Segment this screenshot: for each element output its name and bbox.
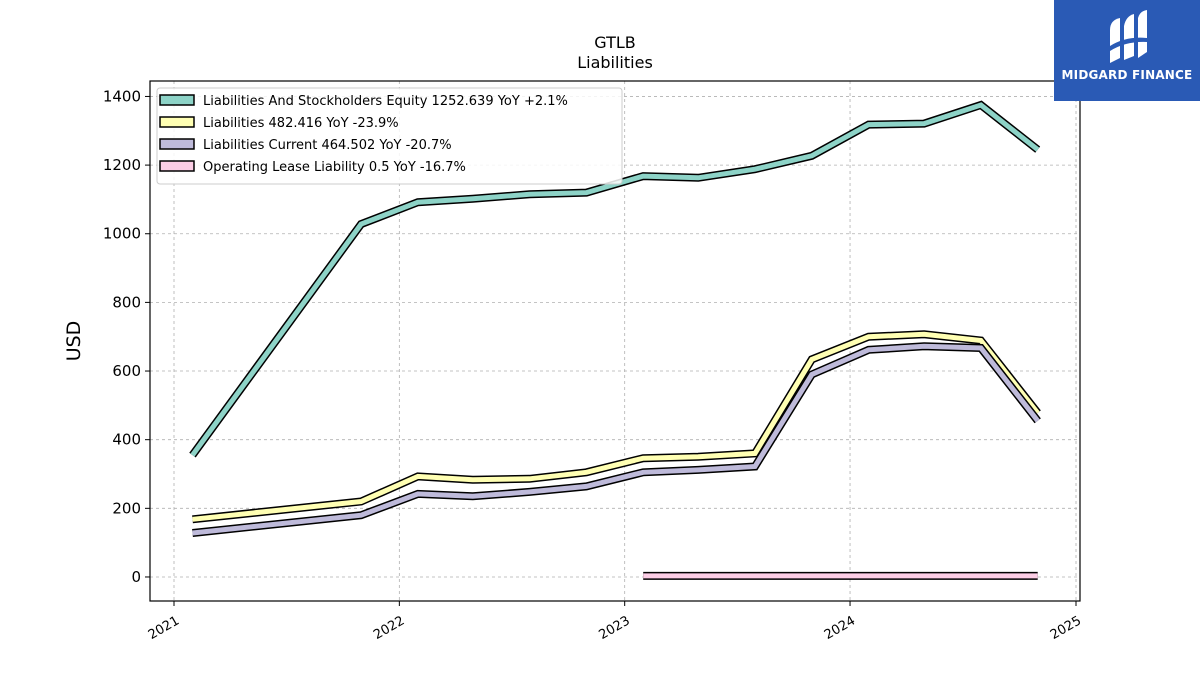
x-tick-label: 2023 [597, 613, 633, 643]
y-tick-label: 200 [112, 499, 141, 517]
x-axis: 2021 2022 2023 2024 2025 [146, 601, 1084, 643]
legend: Liabilities And Stockholders Equity 1252… [156, 87, 623, 185]
x-tick-label: 2024 [822, 613, 858, 643]
plot-frame [149, 80, 1081, 602]
y-tick-label: 0 [131, 568, 141, 586]
legend-swatch-0 [159, 94, 195, 106]
midgard-finance-logo: MIDGARD FINANCE [1054, 0, 1200, 101]
x-tick-label: 2022 [371, 613, 407, 643]
series-line-0 [190, 102, 1040, 457]
x-tick-label: 2021 [146, 613, 182, 643]
y-tick-label: 1400 [103, 87, 141, 105]
y-axis-label: USD [63, 321, 85, 362]
legend-label-1: Liabilities 482.416 YoY -23.9% [203, 116, 399, 131]
midgard-logo-icon [1110, 10, 1147, 63]
series-layer [189, 100, 1041, 580]
legend-swatch-1 [159, 116, 195, 128]
series-outline-1 [192, 330, 1041, 524]
y-tick-label: 1200 [103, 156, 141, 174]
legend-box [156, 87, 623, 185]
legend-swatch-2 [159, 138, 195, 150]
series-line-1 [192, 331, 1040, 522]
legend-label-3: Operating Lease Liability 0.5 YoY -16.7% [203, 160, 466, 175]
y-axis: 0 200 400 600 800 1000 1200 1400 [103, 87, 150, 586]
x-tick-label: 2025 [1048, 613, 1084, 643]
y-tick-label: 600 [112, 362, 141, 380]
y-tick-label: 800 [112, 293, 141, 311]
legend-label-0: Liabilities And Stockholders Equity 1252… [203, 94, 568, 109]
logo-text: MIDGARD FINANCE [1061, 68, 1193, 82]
chart-title: GTLB [594, 33, 636, 52]
legend-swatch-3 [159, 160, 195, 172]
y-tick-label: 1000 [103, 225, 141, 243]
legend-label-2: Liabilities Current 464.502 YoY -20.7% [203, 138, 452, 153]
series-line-2 [192, 343, 1040, 536]
chart-subtitle: Liabilities [577, 53, 653, 72]
y-tick-label: 400 [112, 431, 141, 449]
